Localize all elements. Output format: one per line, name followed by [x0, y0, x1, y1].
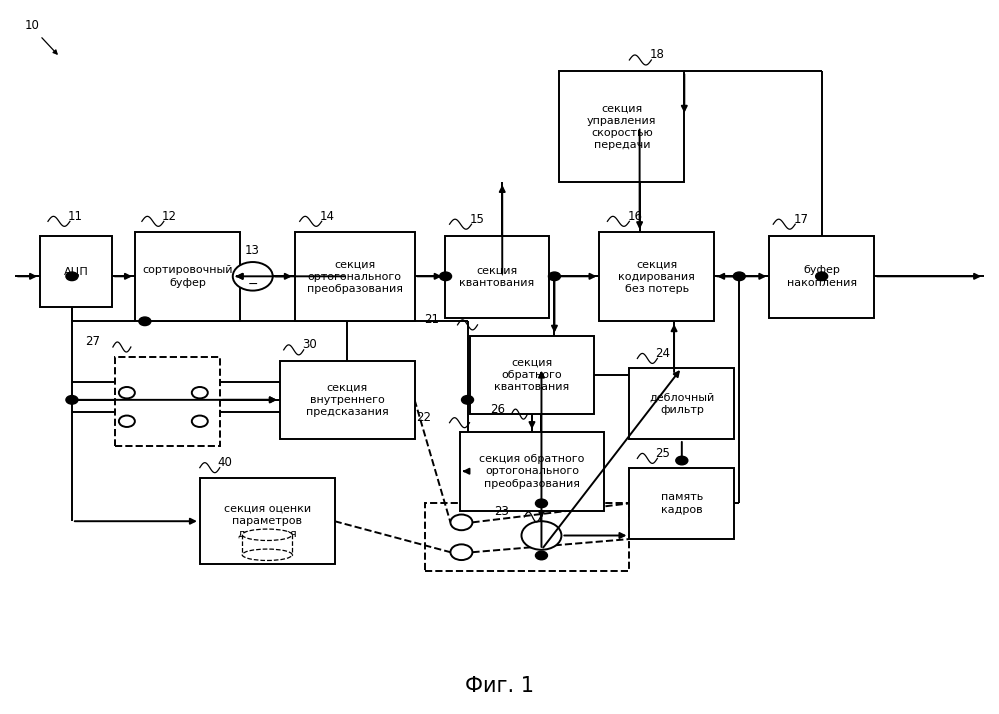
Text: Фиг. 1: Фиг. 1: [465, 676, 534, 696]
Text: 16: 16: [627, 210, 642, 223]
FancyBboxPatch shape: [135, 232, 240, 321]
Text: 30: 30: [302, 338, 317, 351]
FancyBboxPatch shape: [445, 236, 549, 318]
Ellipse shape: [243, 529, 293, 540]
Circle shape: [233, 262, 273, 291]
Text: АЦП: АЦП: [64, 266, 88, 276]
Text: 14: 14: [320, 210, 335, 223]
FancyBboxPatch shape: [425, 503, 629, 571]
FancyBboxPatch shape: [200, 478, 335, 564]
FancyBboxPatch shape: [629, 468, 734, 539]
Text: секция обратного
ортогонального
преобразования: секция обратного ортогонального преобраз…: [480, 454, 584, 488]
FancyBboxPatch shape: [295, 232, 415, 321]
Text: 24: 24: [655, 347, 670, 360]
Text: 22: 22: [417, 411, 432, 424]
FancyBboxPatch shape: [470, 336, 594, 414]
Text: 11: 11: [68, 210, 83, 223]
Text: 27: 27: [85, 336, 100, 348]
Circle shape: [451, 544, 473, 560]
Circle shape: [733, 272, 745, 281]
Circle shape: [119, 416, 135, 427]
Circle shape: [462, 396, 474, 404]
Circle shape: [119, 387, 135, 398]
Text: секция оценки
параметров
движения: секция оценки параметров движения: [224, 504, 311, 538]
Text: секция
кодирования
без потерь: секция кодирования без потерь: [618, 259, 695, 294]
Circle shape: [535, 499, 547, 508]
Text: сортировочный
буфер: сортировочный буфер: [142, 266, 233, 288]
Circle shape: [815, 272, 827, 281]
Text: 26: 26: [491, 403, 505, 416]
Text: деблочный
фильтр: деблочный фильтр: [649, 392, 714, 415]
Text: секция
ортогонального
преобразования: секция ортогонального преобразования: [307, 259, 403, 294]
Text: секция
внутреннего
предсказания: секция внутреннего предсказания: [306, 383, 389, 417]
Circle shape: [521, 521, 561, 550]
FancyBboxPatch shape: [599, 232, 714, 321]
Text: 12: 12: [162, 210, 177, 223]
Text: 40: 40: [218, 456, 233, 469]
Text: секция
квантования: секция квантования: [460, 266, 534, 288]
Text: буфер
накопления: буфер накопления: [786, 266, 857, 288]
FancyBboxPatch shape: [559, 71, 684, 182]
FancyBboxPatch shape: [115, 357, 220, 446]
Text: −: −: [248, 278, 258, 291]
Ellipse shape: [243, 549, 293, 560]
FancyBboxPatch shape: [629, 368, 734, 439]
Circle shape: [139, 317, 151, 326]
Circle shape: [192, 416, 208, 427]
Text: 23: 23: [495, 506, 509, 518]
Text: 13: 13: [245, 244, 260, 257]
Circle shape: [192, 387, 208, 398]
Text: секция
обратного
квантования: секция обратного квантования: [495, 358, 569, 392]
Text: 17: 17: [793, 213, 808, 226]
Text: память
кадров: память кадров: [660, 492, 703, 515]
Circle shape: [675, 456, 687, 465]
FancyBboxPatch shape: [280, 361, 415, 439]
FancyBboxPatch shape: [40, 236, 112, 307]
Circle shape: [440, 272, 452, 281]
Circle shape: [66, 396, 78, 404]
FancyBboxPatch shape: [460, 432, 604, 511]
Text: 10: 10: [25, 19, 40, 32]
Text: 18: 18: [649, 49, 664, 61]
Circle shape: [66, 272, 78, 281]
FancyBboxPatch shape: [243, 535, 293, 555]
Circle shape: [451, 515, 473, 531]
Text: 25: 25: [655, 447, 670, 460]
Text: секция
управления
скоростью
передачи: секция управления скоростью передачи: [587, 103, 656, 151]
Text: 15: 15: [470, 213, 485, 226]
Circle shape: [535, 551, 547, 560]
Circle shape: [548, 272, 560, 281]
Text: 21: 21: [425, 313, 440, 326]
FancyBboxPatch shape: [769, 236, 874, 318]
